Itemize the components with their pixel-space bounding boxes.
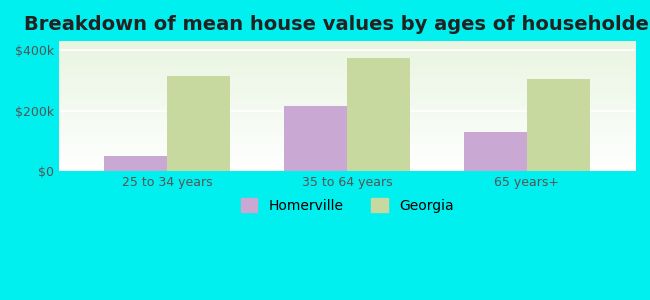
Bar	[284, 106, 347, 171]
Bar	[347, 58, 410, 171]
Bar	[167, 76, 230, 171]
Bar	[464, 132, 527, 171]
Legend: Homerville, Georgia: Homerville, Georgia	[235, 193, 459, 218]
Title: Breakdown of mean house values by ages of householders: Breakdown of mean house values by ages o…	[24, 15, 650, 34]
Bar	[527, 79, 590, 171]
Bar	[104, 156, 167, 171]
